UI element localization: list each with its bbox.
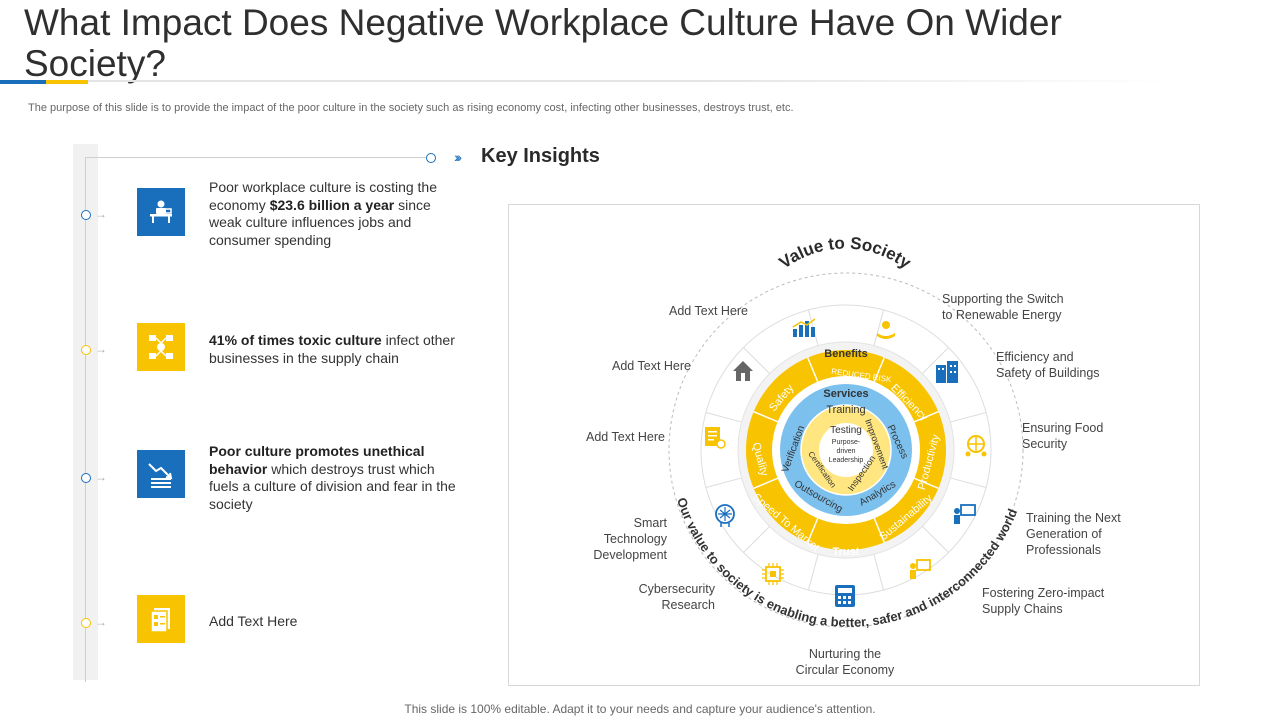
ring-label: Trust — [833, 546, 860, 558]
desk-worker-icon — [137, 188, 185, 236]
arc-title: Value to Society — [776, 233, 915, 272]
label-training: Training the Next Generation of Profession… — [1026, 511, 1121, 557]
sector-divider — [705, 411, 742, 423]
ring-divider — [753, 411, 778, 423]
timeline-connector — [85, 157, 427, 158]
ring-divider — [873, 518, 885, 543]
label-left-2: Add Text Here — [586, 430, 665, 444]
timeline-dot — [81, 210, 91, 220]
timeline-line — [85, 158, 86, 682]
label-smart-tech: Smart Technology Development — [593, 516, 667, 562]
calculator-icon — [835, 585, 855, 607]
ring-divider — [873, 357, 885, 382]
diagram-panel: Value to Society Our value to society is… — [508, 204, 1200, 686]
center-text: Leadership — [829, 457, 864, 464]
label-food-security: Ensuring Food Security — [1022, 421, 1104, 451]
ring-label: Testing — [830, 425, 862, 436]
sector-divider — [922, 526, 949, 553]
document-icon — [137, 595, 185, 643]
label-top-left: Add Text Here — [669, 304, 748, 318]
label-efficiency: Efficiency and Safety of Buildings — [996, 350, 1100, 380]
title-accent-yellow — [46, 80, 88, 84]
teacher-icon — [910, 559, 931, 579]
hand-sun-icon — [877, 321, 895, 339]
sector-divider — [743, 526, 770, 553]
insight-3: Poor culture promotes unethical behavior… — [209, 443, 456, 512]
ring-label: Training — [826, 404, 865, 416]
presentation-icon — [954, 504, 976, 524]
arrow-icon: → — [95, 207, 107, 221]
arrow-icon: → — [95, 342, 107, 356]
ring-divider — [807, 518, 819, 543]
insight-2: 41% of times toxic culture infect other … — [209, 332, 455, 366]
ring-divider — [914, 477, 939, 489]
arrow-icon: → — [95, 615, 107, 629]
brain-circuit-icon — [715, 504, 735, 527]
services-label: Services — [823, 388, 868, 400]
label-cybersecurity: Cybersecurity Research — [638, 582, 715, 612]
sector-divider — [807, 554, 819, 591]
checklist-icon — [705, 427, 726, 449]
ring-divider — [753, 477, 778, 489]
globe-people-icon — [965, 435, 987, 457]
insight-1: Poor workplace culture is costing the ec… — [209, 179, 437, 248]
footer-note: This slide is 100% editable. Adapt it to… — [404, 702, 876, 716]
sector-divider — [950, 411, 987, 423]
sector-divider — [873, 554, 885, 591]
sector-divider — [705, 477, 742, 489]
connector-dot — [426, 153, 436, 163]
sector-divider — [743, 347, 770, 374]
benefits-label: Benefits — [824, 348, 867, 360]
declining-chart-icon — [137, 450, 185, 498]
timeline-dot — [81, 473, 91, 483]
dashed-outer-ring — [668, 272, 1024, 628]
subtitle: The purpose of this slide is to provide … — [28, 102, 794, 114]
center-text: driven — [836, 448, 855, 455]
sector-divider — [873, 309, 885, 346]
network-icon — [137, 323, 185, 371]
label-renewable: Supporting the Switch to Renewable Energy — [942, 292, 1064, 322]
building-icon — [936, 361, 958, 383]
ring-divider — [807, 357, 819, 382]
timeline-dot — [81, 618, 91, 628]
house-icon — [733, 361, 753, 381]
timeline-dot — [81, 345, 91, 355]
label-fostering: Fostering Zero-impact Supply Chains — [982, 586, 1105, 616]
label-nurturing: Nurturing the Circular Economy — [795, 647, 895, 677]
key-insights-heading: Key Insights — [481, 145, 600, 167]
title-divider — [0, 80, 1170, 82]
title-accent-blue — [0, 80, 46, 84]
sector-divider — [922, 347, 949, 374]
insight-4: Add Text Here — [209, 613, 298, 629]
label-left-1: Add Text Here — [612, 359, 691, 373]
center-text: Purpose- — [832, 439, 861, 446]
ring-divider — [914, 411, 939, 423]
value-wheel-diagram: Value to Society Our value to society is… — [668, 233, 1024, 630]
chip-icon — [762, 563, 784, 585]
sector-divider — [950, 477, 987, 489]
page-title: What Impact Does Negative Workplace Cult… — [24, 2, 1062, 84]
bar-chart-icon — [792, 318, 816, 337]
arrow-icon: → — [95, 470, 107, 484]
center-circle — [819, 423, 873, 477]
chevrons-icon: ››› — [454, 149, 462, 165]
